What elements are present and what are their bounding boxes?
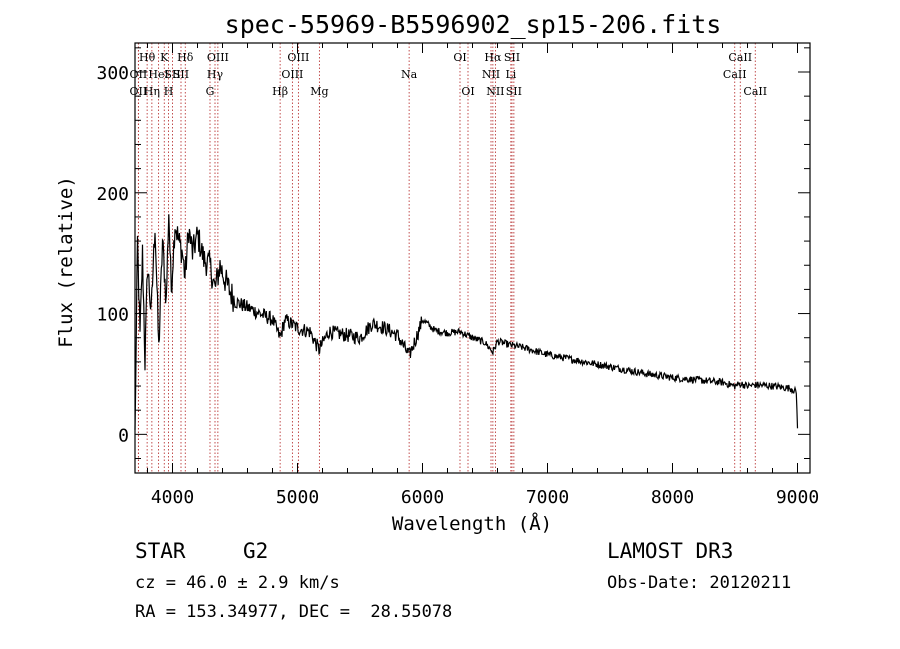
- y-axis-ticks: 0 100 200 300: [96, 47, 810, 460]
- y-tick-label: 100: [96, 305, 129, 326]
- y-axis-label: Flux (relative): [55, 176, 77, 348]
- x-tick-label: 4000: [151, 487, 194, 508]
- x-axis-ticks: 4000 5000 6000 7000 8000 9000: [147, 43, 819, 508]
- spectral-line-label: Hβ: [272, 85, 288, 98]
- spectral-line-label: SII: [173, 68, 189, 81]
- spectral-line-label: Hδ: [177, 51, 194, 64]
- spectral-line-label: Hη: [144, 85, 160, 98]
- spectral-line-label: CaII: [723, 68, 747, 81]
- redshift-readout: cz = 46.0 ± 2.9 km/s: [135, 573, 340, 593]
- x-axis-label: Wavelength (Å): [392, 512, 552, 535]
- y-tick-label: 300: [96, 63, 129, 84]
- spectral-line-label: OIII: [207, 51, 229, 64]
- plot-frame: [134, 42, 811, 474]
- spectral-line-label: OI: [453, 51, 466, 64]
- spectral-line-label: Hα: [484, 51, 502, 64]
- object-subclass: G2: [243, 539, 269, 563]
- spectral-line-label: CaII: [728, 51, 752, 64]
- x-tick-label: 9000: [776, 487, 819, 508]
- spectral-line-label: OIII: [287, 51, 309, 64]
- spectral-line-label: NII: [486, 85, 504, 98]
- x-tick-label: 5000: [276, 487, 319, 508]
- spectral-line-label: HeI: [148, 68, 168, 81]
- spectral-line-label: Na: [401, 68, 418, 81]
- spectral-line-label: Li: [505, 68, 516, 81]
- spectrum-series-line: [134, 214, 799, 430]
- x-tick-label: 7000: [526, 487, 569, 508]
- y-tick-label: 0: [118, 425, 129, 446]
- spectral-line-label: NII: [482, 68, 500, 81]
- spectral-line-label: OII: [130, 68, 148, 81]
- chart-title: spec-55969-B5596902_sp15-206.fits: [225, 10, 722, 39]
- spectral-line-label: K: [160, 51, 169, 64]
- observation-date: Obs-Date: 20120211: [607, 573, 792, 593]
- x-tick-label: 8000: [651, 487, 694, 508]
- spectral-line-label: OII: [130, 85, 148, 98]
- y-tick-label: 200: [96, 184, 129, 205]
- survey-label: LAMOST DR3: [607, 539, 734, 563]
- spectral-line-label: Mg: [310, 85, 328, 98]
- coordinates-readout: RA = 153.34977, DEC = 28.55078: [135, 602, 453, 622]
- spectral-line-markers: [137, 43, 756, 473]
- spectral-line-label: Hθ: [139, 51, 156, 64]
- x-tick-label: 6000: [401, 487, 444, 508]
- spectral-line-label: SII: [164, 68, 180, 81]
- spectral-line-label: G: [206, 85, 215, 98]
- spectral-line-label: CaII: [743, 85, 767, 98]
- spectral-line-label: H: [164, 85, 174, 98]
- object-class: STAR: [135, 539, 186, 563]
- spectral-line-label: OI: [461, 85, 474, 98]
- spectral-line-label: OIII: [281, 68, 303, 81]
- spectral-line-label: Hγ: [207, 68, 224, 81]
- spectral-line-label: SII: [504, 51, 520, 64]
- spectral-line-label: SII: [506, 85, 522, 98]
